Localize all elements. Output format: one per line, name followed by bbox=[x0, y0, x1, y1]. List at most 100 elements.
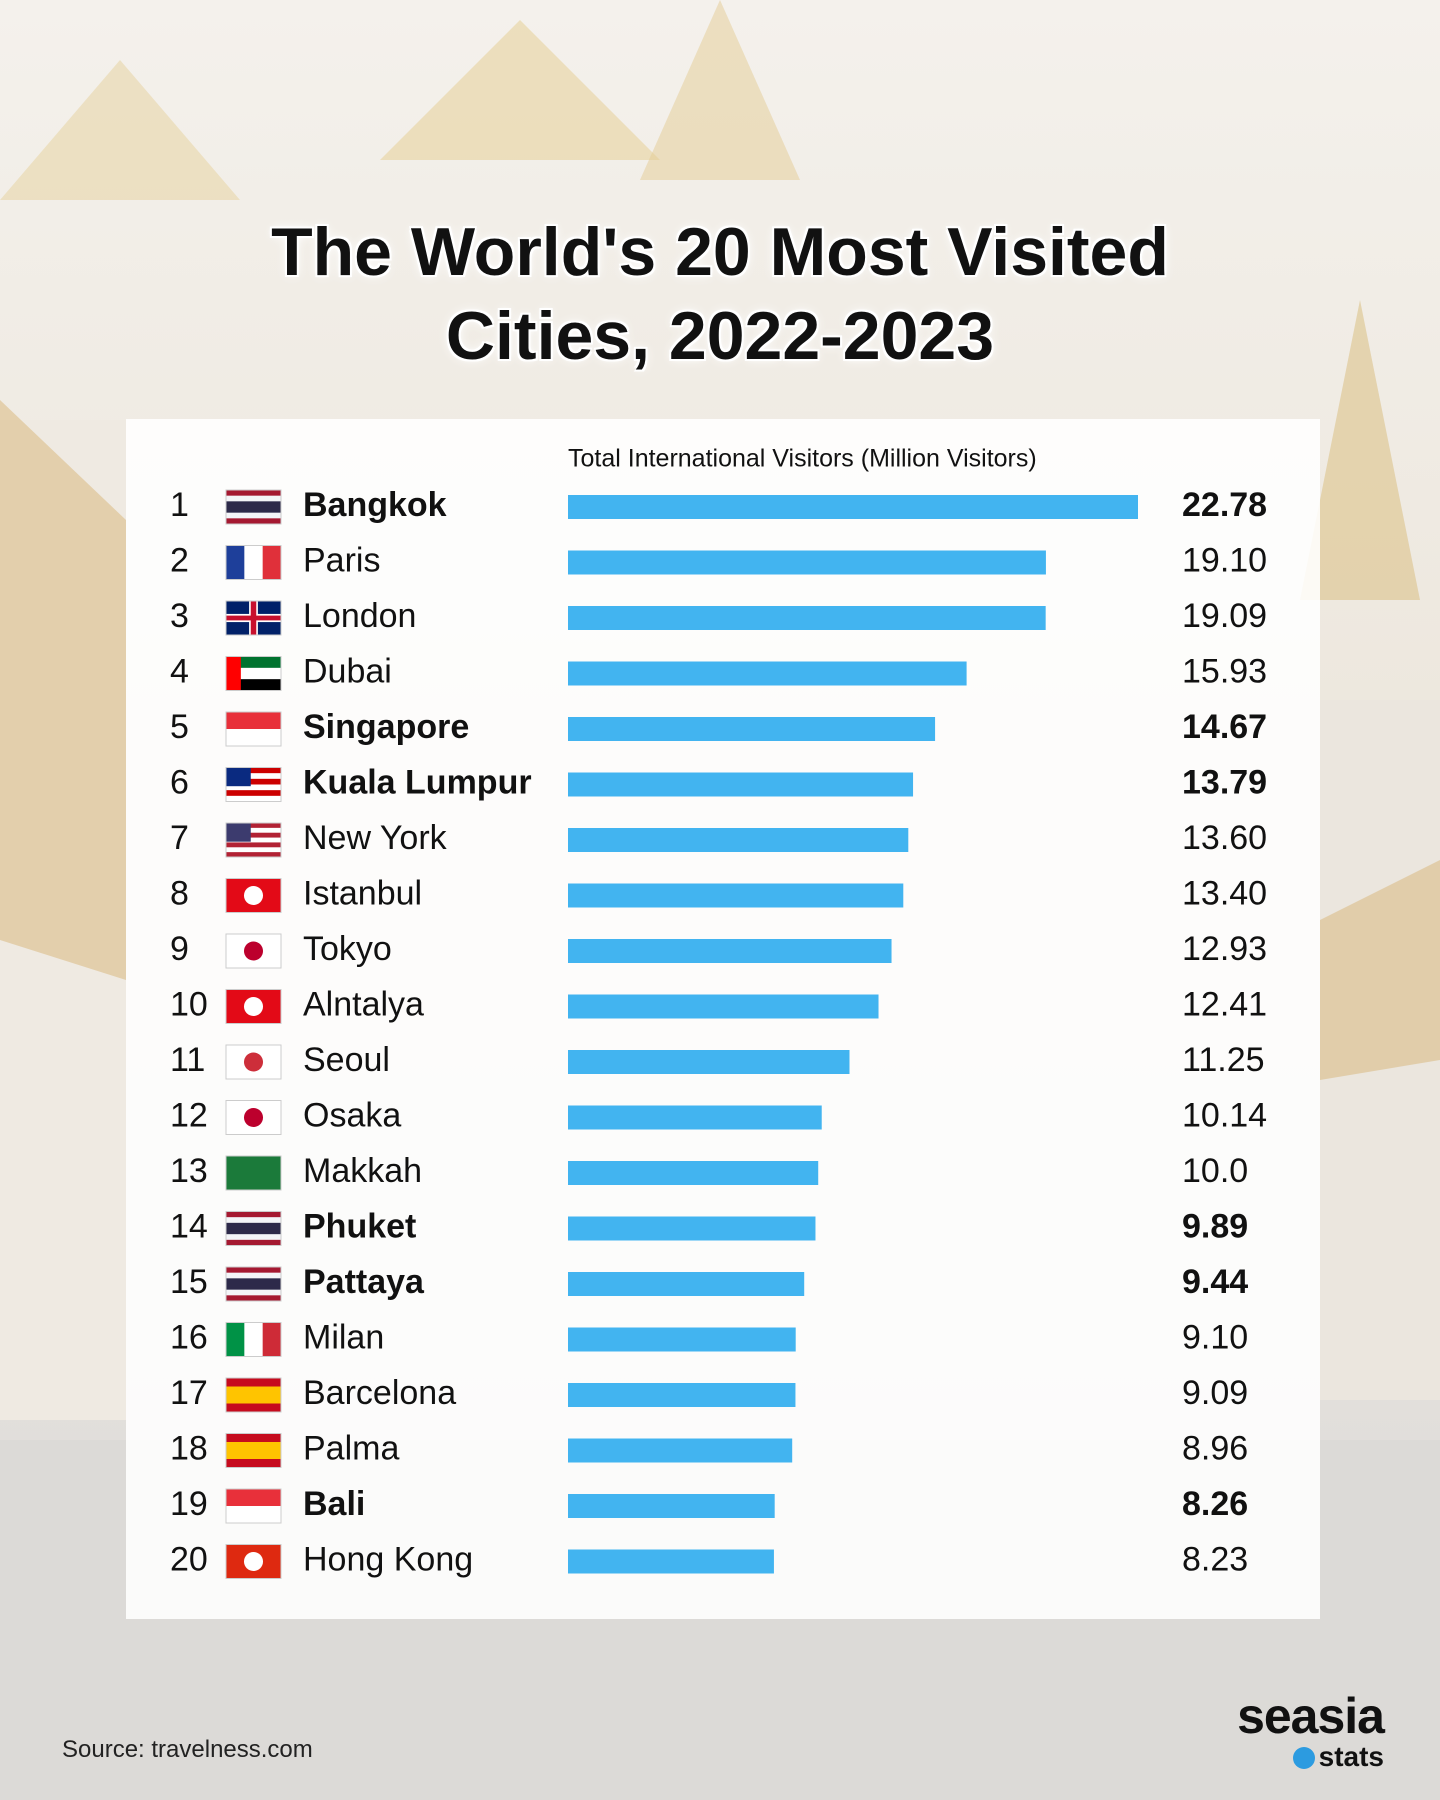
flag-border bbox=[225, 1211, 282, 1246]
bar bbox=[568, 1549, 774, 1574]
flag-part bbox=[226, 507, 281, 514]
value-label: 19.09 bbox=[1182, 597, 1267, 635]
flag bbox=[225, 1544, 282, 1579]
flag-border bbox=[225, 545, 282, 580]
flag-part bbox=[250, 601, 257, 635]
flag bbox=[225, 822, 282, 858]
flag bbox=[225, 545, 282, 580]
value-label: 12.93 bbox=[1182, 930, 1267, 968]
category-label: Bangkok bbox=[303, 486, 447, 524]
value-label: 13.79 bbox=[1182, 763, 1267, 801]
value-label: 19.10 bbox=[1182, 541, 1267, 579]
flag bbox=[225, 600, 282, 636]
flag-part bbox=[226, 1217, 281, 1224]
flag-part bbox=[226, 1284, 281, 1291]
flag bbox=[225, 989, 282, 1024]
value-label: 11.25 bbox=[1182, 1041, 1265, 1079]
flag-part bbox=[226, 1459, 281, 1468]
flag-border bbox=[225, 1488, 282, 1524]
flag bbox=[225, 1433, 282, 1468]
value-label: 8.26 bbox=[1182, 1485, 1248, 1523]
flag-part bbox=[226, 842, 281, 848]
flag-part bbox=[226, 712, 281, 730]
flag bbox=[225, 1488, 282, 1524]
bar bbox=[568, 1383, 796, 1407]
flag-border bbox=[225, 878, 282, 913]
bar bbox=[568, 828, 909, 852]
flag-part bbox=[262, 1322, 282, 1357]
flag-part bbox=[244, 545, 264, 580]
value-label: 9.44 bbox=[1182, 1263, 1248, 1301]
flag-part bbox=[226, 1489, 281, 1507]
category-label: Palma bbox=[303, 1429, 399, 1467]
rank-label: 14 bbox=[170, 1207, 208, 1245]
flag-part bbox=[226, 501, 281, 508]
bar bbox=[568, 939, 892, 963]
flag-border bbox=[225, 1044, 282, 1080]
flag bbox=[225, 711, 282, 747]
category-label: Bali bbox=[303, 1485, 365, 1523]
rank-label: 18 bbox=[170, 1429, 208, 1467]
flag bbox=[225, 656, 282, 691]
category-label: Hong Kong bbox=[303, 1540, 473, 1578]
flag-part bbox=[226, 767, 281, 774]
flag-part bbox=[226, 1156, 281, 1191]
bar bbox=[568, 661, 967, 686]
value-label: 12.41 bbox=[1182, 985, 1267, 1023]
flag-part bbox=[226, 795, 281, 802]
flag-part bbox=[226, 767, 251, 787]
rank-label: 19 bbox=[170, 1485, 208, 1523]
flag-part bbox=[226, 823, 251, 842]
flag-part bbox=[226, 1211, 281, 1218]
flag-border bbox=[225, 933, 282, 969]
logo-sub: stats bbox=[1237, 1742, 1384, 1772]
flag-border bbox=[225, 1322, 282, 1357]
flag-part bbox=[226, 1239, 281, 1246]
flag-part bbox=[226, 773, 281, 780]
flag bbox=[225, 767, 282, 802]
flag-border bbox=[225, 489, 282, 525]
flag-part bbox=[226, 656, 281, 669]
flag bbox=[225, 1266, 282, 1302]
flag-part bbox=[226, 790, 281, 797]
flag-part bbox=[226, 837, 281, 843]
flag-part bbox=[226, 1234, 281, 1241]
source: Source: travelness.com bbox=[62, 1736, 313, 1763]
bar bbox=[568, 1327, 796, 1352]
flag-part bbox=[226, 495, 281, 502]
flag-part bbox=[262, 545, 282, 580]
flag-part bbox=[226, 827, 281, 834]
rank-label: 15 bbox=[170, 1263, 208, 1301]
flag-part bbox=[226, 545, 245, 580]
bar bbox=[568, 550, 1046, 575]
chart-title: The World's 20 Most Visited Cities, 2022… bbox=[271, 214, 1169, 374]
bar bbox=[568, 606, 1046, 630]
flag-part bbox=[226, 784, 281, 791]
rank-label: 17 bbox=[170, 1374, 208, 1412]
flag-part bbox=[226, 1267, 281, 1274]
rank-label: 11 bbox=[170, 1041, 205, 1079]
rank-label: 20 bbox=[170, 1540, 208, 1578]
flag bbox=[225, 1044, 282, 1080]
bar bbox=[568, 1105, 822, 1130]
value-label: 8.96 bbox=[1182, 1429, 1248, 1467]
rank-label: 16 bbox=[170, 1318, 208, 1356]
flag bbox=[225, 1377, 282, 1413]
flag-part bbox=[243, 1107, 264, 1128]
rank-label: 8 bbox=[170, 874, 189, 912]
bar bbox=[568, 1050, 850, 1074]
category-label: Tokyo bbox=[303, 930, 392, 968]
flag-part bbox=[226, 667, 281, 680]
rank-label: 1 bbox=[170, 486, 189, 524]
flag bbox=[225, 1322, 282, 1357]
flag-part bbox=[226, 1403, 281, 1413]
flag bbox=[225, 489, 282, 525]
bar bbox=[568, 1216, 816, 1241]
category-label: Osaka bbox=[303, 1096, 401, 1134]
flag-part bbox=[243, 1052, 264, 1072]
flag bbox=[225, 1100, 282, 1135]
flag-part bbox=[226, 512, 281, 519]
bar bbox=[568, 1494, 775, 1518]
flag-part bbox=[226, 1450, 281, 1460]
logo-name: seasia bbox=[1237, 1688, 1385, 1744]
